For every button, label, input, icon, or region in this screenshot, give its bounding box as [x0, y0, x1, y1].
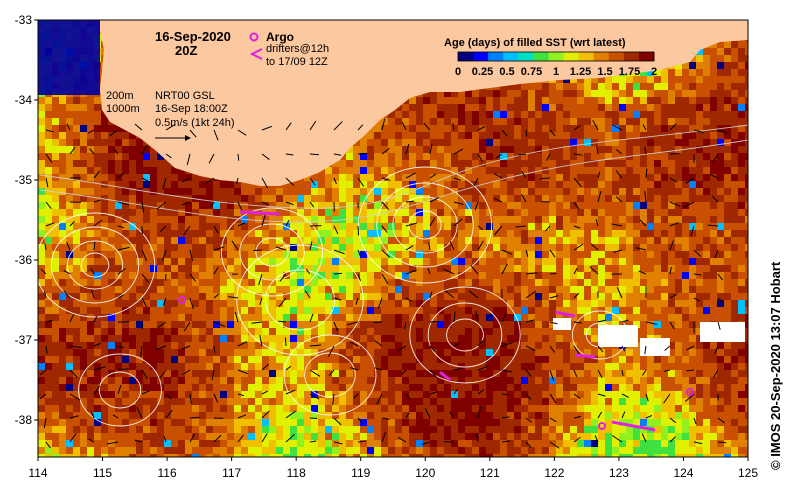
lon-tick-label: 125: [738, 466, 758, 480]
australia-landmass: [100, 20, 748, 186]
latitude-axis: -33 -34 -35 -36 -37 -38: [15, 13, 38, 427]
colorbar-swatch: [608, 52, 625, 61]
colorbar-swatch: [563, 52, 580, 61]
argo-float-marker: [178, 296, 186, 304]
colorbar-frame: [457, 51, 655, 62]
colorbar-title: Age (days) of filled SST (wrt latest): [444, 37, 626, 49]
colorbar-tick-label: 1.5: [597, 66, 612, 78]
plot-frame: [37, 19, 749, 458]
eddy-contour: [98, 371, 142, 409]
colorbar-tick-label: 1.25: [570, 66, 591, 78]
eddy-contour: [50, 226, 140, 304]
drifter-track: [611, 420, 656, 432]
eddy-contour: [392, 196, 458, 254]
lat-tick-label: -37: [15, 333, 33, 347]
product-label: NRT00 GSL: [155, 90, 215, 102]
colorbar-swatch: [503, 52, 519, 61]
colorbar-ticks: 0 0.25 0.5 0.75 1 1.25 1.5 1.75 2: [455, 66, 657, 78]
argo-label: Argo: [266, 30, 294, 44]
eddy-contour: [78, 353, 162, 427]
colorbar-tick-label: 2: [651, 66, 657, 78]
colorbar-tick-label: 1.75: [619, 66, 640, 78]
lat-tick-label: -36: [15, 253, 33, 267]
lat-tick-label: -38: [15, 413, 33, 427]
colorbar-swatch: [623, 52, 640, 61]
eddy-contour: [571, 310, 629, 360]
plot-area: [38, 20, 748, 457]
colorbar-tick-label: 0.5: [499, 66, 514, 78]
longitude-axis: 114 115 116 117 118 119 120 121 122 123 124 125: [28, 457, 758, 480]
colorbar-swatch: [548, 52, 565, 61]
drifters-label-1: drifters@12h: [266, 43, 329, 55]
colorbar-tick-label: 0.25: [472, 66, 493, 78]
argo-marker-icon: [249, 32, 259, 42]
isobath-1000-label: 1000m: [106, 103, 140, 115]
colorbar-swatch: [518, 52, 534, 61]
colorbar-swatch: [593, 52, 610, 61]
credit-label: © IMOS 20-Sep-2020 13:07 Hobart: [768, 261, 783, 470]
eddy-contour: [446, 318, 484, 352]
colorbar-swatch: [533, 52, 549, 61]
eddy-contour: [283, 334, 377, 416]
drifters-label-2: to 17/09 12Z: [266, 56, 328, 68]
isobath-200-label: 200m: [106, 90, 134, 102]
drifter-track: [554, 310, 576, 318]
argo-float-marker: [686, 388, 694, 396]
lon-tick-label: 114: [28, 466, 47, 480]
current-arrows: [39, 118, 728, 449]
lat-tick-label: -35: [15, 173, 33, 187]
eddy-contour: [376, 182, 474, 268]
argo-float-marker: [598, 422, 606, 430]
eddy-contour: [38, 212, 156, 318]
isobath-200-line: [39, 124, 748, 209]
eddy-contour: [255, 237, 289, 267]
valid-time-label: 16-Sep 18:00Z: [155, 103, 228, 115]
lon-tick-label: 116: [158, 466, 177, 480]
colorbar: [457, 51, 655, 62]
argo-drifter-tracks: [178, 210, 694, 432]
eddy-contour: [265, 269, 335, 331]
lat-tick-label: -34: [15, 93, 33, 107]
map-date: 16-Sep-2020: [155, 29, 231, 44]
isobath-contours: [38, 124, 748, 427]
isobath-1000-line: [39, 139, 748, 223]
drifter-marker-icon: [249, 48, 263, 60]
lon-tick-label: 124: [673, 466, 693, 480]
lon-tick-label: 115: [93, 466, 112, 480]
colorbar-swatch: [638, 52, 655, 61]
colorbar-tick-label: 1: [553, 66, 559, 78]
eddy-contour: [427, 302, 503, 368]
lat-tick-label: -33: [15, 13, 33, 27]
map-time: 20Z: [175, 43, 197, 58]
lon-tick-label: 117: [222, 466, 241, 480]
drifter-track: [439, 370, 451, 382]
drifter-track: [574, 353, 596, 359]
lon-tick-label: 118: [287, 466, 306, 480]
lon-tick-label: 119: [351, 466, 370, 480]
eddy-contour: [220, 207, 324, 297]
lon-tick-label: 123: [609, 466, 629, 480]
eddy-contour: [66, 240, 124, 290]
eddy-contour: [80, 252, 110, 278]
lon-tick-label: 121: [480, 466, 500, 480]
colorbar-swatch: [473, 52, 489, 61]
lon-tick-label: 122: [544, 466, 564, 480]
colorbar-tick-label: 0: [455, 66, 461, 78]
eddy-contour: [409, 286, 521, 384]
drifter-track: [239, 210, 281, 216]
eddy-contour: [585, 322, 615, 348]
colorbar-swatch: [578, 52, 595, 61]
eddy-contour: [236, 244, 364, 356]
lon-tick-label: 120: [415, 466, 435, 480]
eddy-contour: [239, 223, 305, 281]
velocity-scale-label: 0.5m/s (1kt 24h): [155, 117, 234, 129]
colorbar-swatch: [458, 52, 474, 61]
colorbar-swatch: [488, 52, 504, 61]
eddy-contour: [357, 166, 493, 284]
colorbar-tick-label: 0.75: [521, 66, 542, 78]
